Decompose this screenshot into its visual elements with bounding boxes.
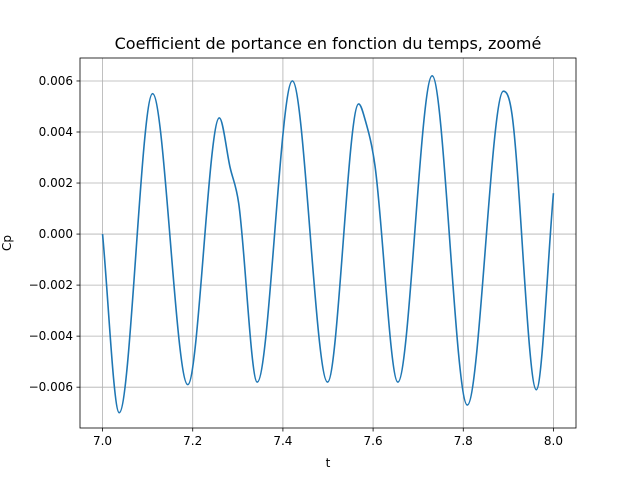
x-tick-label: 7.6 (364, 434, 383, 448)
y-tick-label: 0.000 (39, 227, 73, 241)
y-tick-label: −0.002 (29, 278, 73, 292)
grid (80, 58, 576, 428)
y-tick-label: 0.006 (39, 74, 73, 88)
y-tick-label: 0.004 (39, 125, 73, 139)
plot-frame (79, 57, 577, 429)
x-tick-label: 7.8 (454, 434, 473, 448)
y-tick-label: 0.002 (39, 176, 73, 190)
x-axis-label: t (326, 456, 331, 470)
y-axis: −0.006 −0.004 −0.002 0.000 0.002 0.004 0.006 (29, 74, 80, 394)
y-tick-label: −0.004 (29, 329, 73, 343)
y-tick-label: −0.006 (29, 380, 73, 394)
x-tick-label: 7.4 (273, 434, 292, 448)
chart-title: Coefficient de portance en fonction du t… (115, 34, 542, 53)
y-axis-label: Cp (0, 235, 14, 251)
series-line (101, 75, 555, 414)
plot-area (80, 58, 576, 428)
x-tick-label: 8.0 (544, 434, 563, 448)
x-axis: 7.0 7.2 7.4 7.6 7.8 8.0 (93, 428, 563, 448)
x-tick-label: 7.0 (93, 434, 112, 448)
series-layer (101, 75, 555, 414)
x-tick-label: 7.2 (183, 434, 202, 448)
